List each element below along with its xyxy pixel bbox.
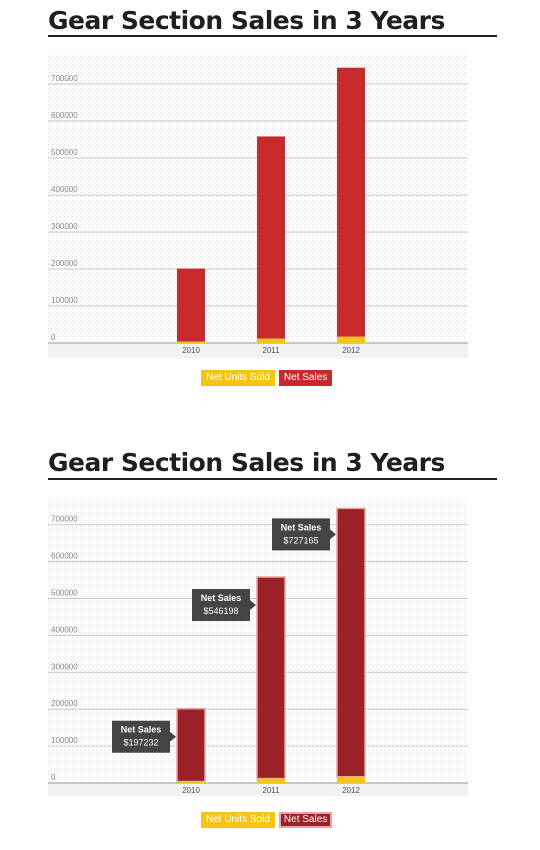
chart-legend: Net Units Sold Net Sales — [201, 812, 333, 828]
y-tick-label: 100000 — [51, 736, 78, 745]
chart-title: Gear Section Sales in 3 Years — [48, 448, 445, 477]
tooltip-box — [192, 589, 250, 622]
y-tick-label: 500000 — [51, 148, 78, 157]
y-tick-label: 200000 — [51, 259, 78, 268]
x-tick-label: 2012 — [342, 786, 360, 795]
chart-title: Gear Section Sales in 3 Years — [48, 6, 445, 35]
x-axis-band — [48, 783, 468, 796]
x-tick-label: 2010 — [182, 346, 200, 355]
legend-item-net-units-sold[interactable]: Net Units Sold — [201, 812, 275, 828]
y-tick-label: 400000 — [51, 185, 78, 194]
bar-net-sales-2012 — [336, 507, 366, 778]
tooltip-2011: Net Sales $546198 — [192, 589, 256, 622]
y-tick-label: 0 — [51, 333, 56, 342]
y-tick-label: 500000 — [51, 589, 78, 598]
x-tick-label: 2010 — [182, 786, 200, 795]
bar-net-units-sold-2011 — [257, 778, 285, 783]
tooltip-arrow — [250, 600, 256, 611]
chart-section-1: Gear Section Sales in 3 Years 0 100000 200… — [0, 0, 540, 400]
bar-chart: 0 100000 200000 300000 400000 500000 600000 700… — [48, 500, 468, 796]
x-axis-band — [48, 343, 468, 358]
bar-net-units-sold-2012 — [337, 776, 365, 783]
tooltip-box — [112, 720, 170, 753]
bar-net-sales-2010 — [176, 707, 206, 783]
bar-net-sales-2012 — [337, 67, 365, 337]
bar-net-units-sold-2010 — [177, 341, 205, 343]
y-tick-label: 300000 — [51, 662, 78, 671]
x-tick-label: 2011 — [262, 346, 280, 355]
bar-net-units-sold-2011 — [257, 338, 285, 343]
tooltip-value: $727165 — [283, 535, 318, 545]
bar-net-units-sold-2012 — [337, 336, 365, 343]
tooltip-arrow — [170, 731, 176, 742]
title-divider — [48, 478, 497, 480]
tooltip-2012: Net Sales $727165 — [272, 518, 336, 551]
tooltip-label: Net Sales — [281, 522, 322, 532]
chart-legend: Net Units Sold Net Sales — [201, 370, 333, 386]
legend-item-net-sales[interactable]: Net Sales — [278, 370, 333, 386]
tooltip-arrow — [330, 529, 336, 540]
y-tick-label: 0 — [51, 773, 56, 782]
tooltip-value: $197232 — [123, 738, 158, 748]
bar-net-units-sold-2010 — [177, 781, 205, 783]
tooltip-value: $546198 — [203, 606, 238, 616]
legend-item-net-sales[interactable]: Net Sales — [278, 812, 333, 828]
y-tick-label: 400000 — [51, 625, 78, 634]
y-tick-label: 200000 — [51, 699, 78, 708]
y-tick-label: 600000 — [51, 111, 78, 120]
tooltip-box — [272, 518, 330, 551]
tooltip-2010: Net Sales $197232 — [112, 720, 176, 753]
bar-net-sales-2011 — [257, 136, 285, 339]
x-tick-label: 2012 — [342, 346, 360, 355]
legend-item-net-units-sold[interactable]: Net Units Sold — [201, 370, 275, 386]
tooltip-label: Net Sales — [201, 593, 242, 603]
bar-chart: 0 100000 200000 300000 400000 500000 600000 700… — [48, 50, 468, 358]
bar-net-sales-2010 — [177, 268, 205, 342]
y-tick-label: 300000 — [51, 222, 78, 231]
chart-section-2: Gear Section Sales in 3 Years 0 100000 200… — [0, 440, 540, 840]
bar-net-sales-2011 — [256, 576, 286, 780]
tooltip-label: Net Sales — [121, 725, 162, 735]
y-tick-label: 600000 — [51, 552, 78, 561]
y-tick-label: 700000 — [51, 74, 78, 83]
y-tick-label: 700000 — [51, 515, 78, 524]
x-tick-label: 2011 — [262, 786, 280, 795]
title-divider — [48, 35, 497, 37]
y-tick-label: 100000 — [51, 296, 78, 305]
